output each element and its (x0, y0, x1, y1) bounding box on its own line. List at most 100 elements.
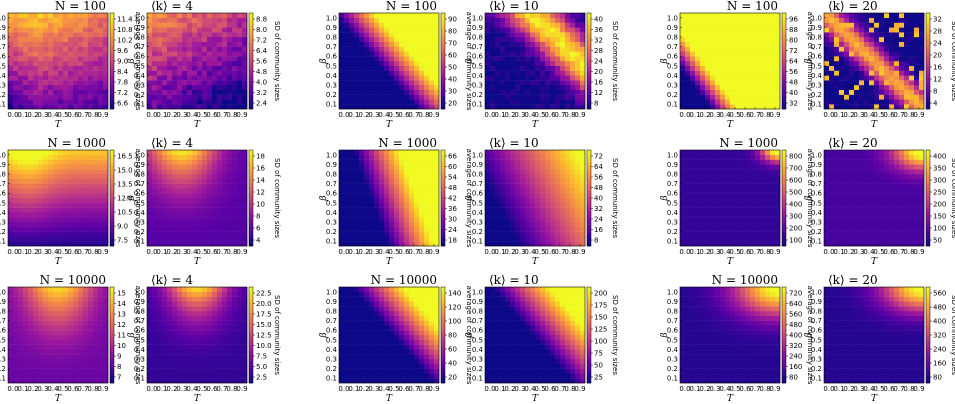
heat-cell (770, 61, 776, 66)
heat-cell (43, 104, 49, 110)
heat-cell (720, 89, 726, 95)
heat-cell (68, 231, 74, 237)
heat-cell (750, 94, 756, 100)
heat-cell (700, 65, 706, 71)
heat-cell (485, 236, 491, 242)
heat-cell (555, 202, 561, 208)
heat-cell (849, 56, 855, 62)
heat-cell (404, 32, 410, 38)
heat-cell (364, 178, 370, 184)
colorbar-segment (782, 41, 786, 45)
heat-cell (384, 104, 390, 110)
heat-cell (540, 22, 546, 28)
heat-cell (172, 75, 178, 81)
heat-cell (765, 80, 771, 86)
heat-cell (844, 22, 850, 28)
heat-cell (555, 41, 561, 47)
heat-cell (103, 99, 109, 105)
heat-cell (520, 188, 526, 194)
heat-cell (68, 61, 74, 66)
colorbar-segment (782, 92, 786, 95)
heat-cell (575, 22, 581, 28)
heat-cell (354, 222, 360, 227)
heat-cell (730, 85, 736, 90)
heat-cell (720, 65, 726, 71)
heat-cell (349, 51, 355, 57)
colorbar-segment (441, 106, 445, 110)
heat-cell (207, 13, 213, 18)
heat-cell (740, 37, 746, 42)
heat-cell (404, 51, 410, 57)
heat-cell (849, 37, 855, 42)
heat-cell (725, 13, 731, 18)
heat-cell (38, 178, 44, 184)
heat-cell (545, 80, 551, 86)
heat-cell (359, 174, 365, 179)
heat-cell (414, 51, 420, 57)
heat-cell (43, 159, 49, 165)
heat-cell (152, 37, 158, 42)
heat-cell (824, 85, 830, 90)
heat-cell (162, 80, 168, 86)
heat-cell (212, 75, 218, 81)
heat-cell (18, 41, 24, 47)
heat-cell (919, 104, 925, 110)
heat-cell (222, 94, 228, 100)
heat-cell (715, 27, 721, 33)
colorbar-label: average of community sizes (134, 149, 142, 248)
heat-cell (545, 183, 551, 189)
heat-cell (864, 80, 870, 86)
heat-cell (844, 61, 850, 66)
heat-cell (177, 169, 183, 175)
heat-cell (364, 85, 370, 90)
heat-cell (874, 75, 880, 81)
colorbar-segment (249, 80, 253, 83)
heat-cell (152, 27, 158, 33)
heat-cell (419, 202, 425, 208)
heat-cell (33, 154, 39, 160)
colorbar-tick-label: 30 (448, 216, 457, 224)
x-tick-label: 0.8 (418, 111, 429, 119)
heat-cell (212, 164, 218, 170)
colorbar-segment (249, 171, 253, 175)
heat-cell (23, 231, 29, 237)
heat-cell (560, 217, 566, 223)
heat-cell (414, 41, 420, 47)
heat-cell (98, 80, 104, 86)
heat-cell (197, 217, 203, 223)
heat-cell (914, 22, 920, 28)
heat-cell (182, 202, 188, 208)
colorbar-segment (587, 238, 591, 242)
heat-cell (18, 241, 24, 247)
heat-cell (500, 13, 506, 18)
y-tick-label: 0.2 (0, 91, 6, 99)
heat-cell (172, 241, 178, 247)
colorbar-tick-label: 24 (594, 58, 603, 66)
heat-cell (217, 217, 223, 223)
heat-cell (520, 70, 526, 76)
heat-cell (765, 65, 771, 71)
heat-cell (525, 202, 531, 208)
heat-cell (384, 65, 390, 71)
y-tick-label: 0.5 (134, 199, 145, 207)
heat-cell (33, 94, 39, 100)
heat-cell (369, 174, 375, 179)
panel-title: N = 100 (386, 0, 437, 13)
heat-cell (490, 85, 496, 90)
heat-cell (700, 17, 706, 23)
heat-cell (909, 104, 915, 110)
heat-cell (18, 150, 24, 155)
heat-cell (419, 75, 425, 81)
heat-cell (700, 89, 706, 95)
heat-cell (540, 17, 546, 23)
heat-cell (237, 217, 243, 223)
heat-cell (177, 207, 183, 213)
heat-cell (414, 188, 420, 194)
heat-cell (520, 154, 526, 160)
heat-cell (172, 80, 178, 86)
colorbar-segment (249, 176, 253, 180)
heat-cell (575, 241, 581, 247)
colorbar-segment (249, 217, 253, 220)
heat-cell (73, 164, 79, 170)
heat-cell (389, 222, 395, 227)
